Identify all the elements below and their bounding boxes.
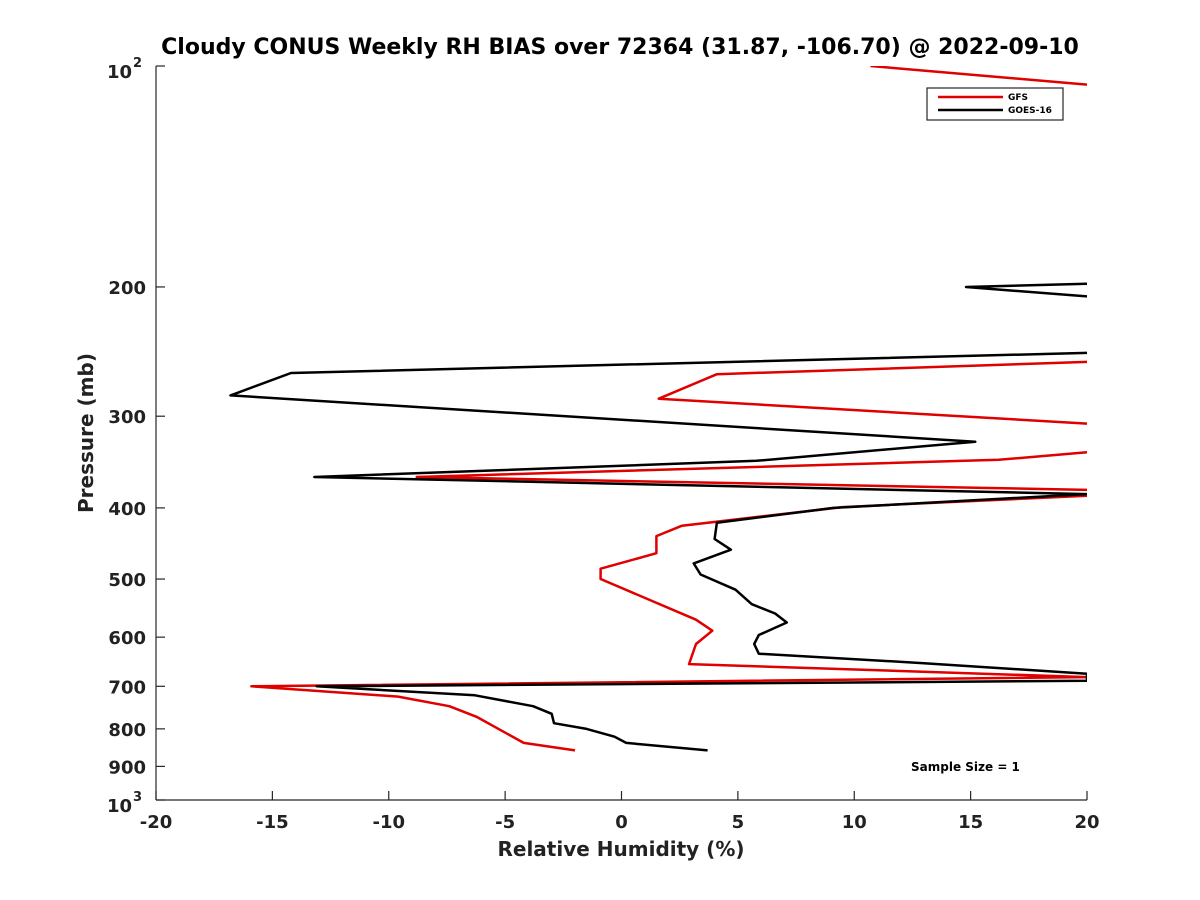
y-tick-label: 700 xyxy=(108,677,146,698)
y-tick-label: 10 xyxy=(107,62,132,83)
x-axis-label: Relative Humidity (%) xyxy=(497,837,744,861)
x-tick-label: -15 xyxy=(256,812,289,833)
chart-title: Cloudy CONUS Weekly RH BIAS over 72364 (… xyxy=(161,35,1079,60)
y-tick-label: 500 xyxy=(108,570,146,591)
y-axis-label: Pressure (mb) xyxy=(74,353,98,513)
y-tick-label: 10 xyxy=(107,796,132,817)
y-tick-label-exponent: 3 xyxy=(133,790,142,805)
legend-box xyxy=(926,87,1064,121)
y-tick-label: 300 xyxy=(108,407,146,428)
x-tick-label: -5 xyxy=(495,812,515,833)
series-line-gfs xyxy=(250,66,1087,752)
sample-size-annotation: Sample Size = 1 xyxy=(911,760,1020,774)
x-tick-label: -20 xyxy=(140,812,173,833)
y-tick-label-exponent: 2 xyxy=(133,56,142,71)
y-tick-label: 800 xyxy=(108,720,146,741)
x-tick-label: 0 xyxy=(615,812,628,833)
x-tick-label: 10 xyxy=(842,812,867,833)
y-tick-label: 200 xyxy=(108,278,146,299)
y-tick-label: 900 xyxy=(108,757,146,778)
x-tick-label: 15 xyxy=(958,812,983,833)
legend: GFS GOES-16 xyxy=(926,87,1064,121)
y-tick-label: 400 xyxy=(108,499,146,520)
series-line-goes16 xyxy=(229,282,1087,752)
x-tick-label: -10 xyxy=(372,812,405,833)
x-tick-label: 5 xyxy=(732,812,745,833)
legend-label-goes16: GOES-16 xyxy=(1008,106,1052,116)
series-layer xyxy=(229,66,1087,752)
y-tick-label: 600 xyxy=(108,628,146,649)
x-axis-ticks: -20 -15 -10 -5 0 5 10 15 20 xyxy=(140,791,1100,833)
x-tick-label: 20 xyxy=(1074,812,1099,833)
legend-label-gfs: GFS xyxy=(1008,93,1028,103)
